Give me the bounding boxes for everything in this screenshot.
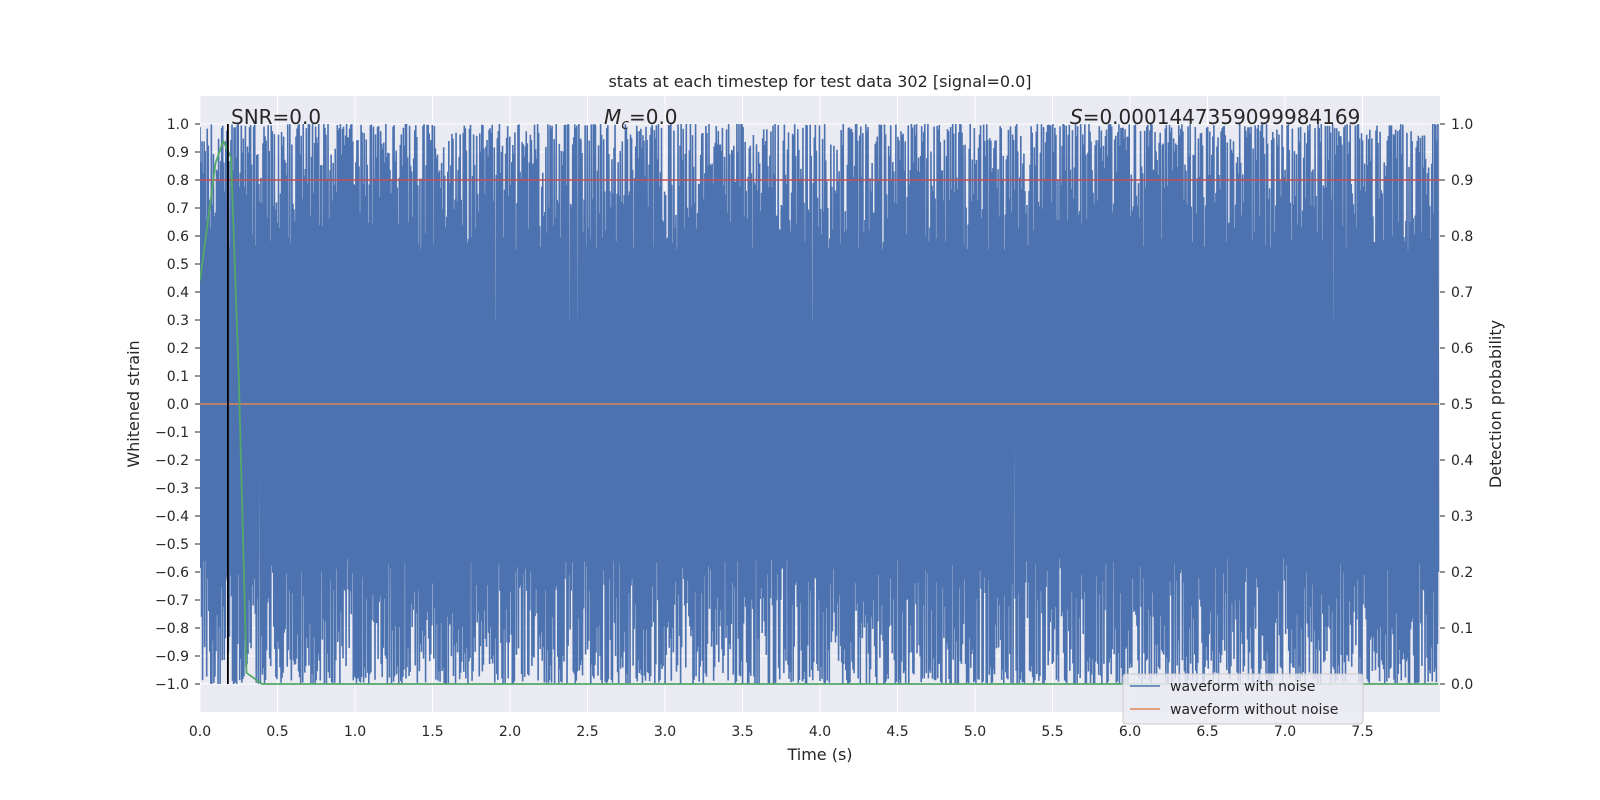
mc-subscript: c bbox=[621, 117, 629, 133]
series-waveform-with-noise bbox=[200, 123, 1440, 685]
y-tick-label: 0.3 bbox=[167, 313, 189, 329]
y-tick-label: −0.1 bbox=[155, 425, 189, 441]
y-tick-label: 0.8 bbox=[167, 173, 189, 189]
x-tick-label: 7.0 bbox=[1274, 724, 1296, 740]
y-tick-label: 0.0 bbox=[167, 397, 189, 413]
y2-axis-label: Detection probability bbox=[1486, 320, 1505, 488]
y2-ticks: 1.0 0.9 0.8 0.7 0.6 0.5 0.4 0.3 0.2 0.1 0.0 bbox=[1440, 117, 1473, 693]
chart-title: stats at each timestep for test data 302… bbox=[608, 72, 1031, 91]
y2-tick-label: 0.8 bbox=[1451, 229, 1473, 245]
x-tick-label: 1.0 bbox=[344, 724, 366, 740]
y2-tick-label: 0.9 bbox=[1451, 173, 1473, 189]
y2-tick-label: 0.6 bbox=[1451, 341, 1473, 357]
x-tick-label: 4.0 bbox=[809, 724, 831, 740]
y2-tick-label: 0.5 bbox=[1451, 397, 1473, 413]
x-tick-label: 3.5 bbox=[731, 724, 753, 740]
y-axis-label: Whitened strain bbox=[124, 340, 143, 467]
mc-symbol: M bbox=[604, 105, 621, 129]
legend-label-noise: waveform with noise bbox=[1170, 679, 1315, 695]
y2-tick-label: 0.4 bbox=[1451, 453, 1473, 469]
plot-series bbox=[200, 123, 1440, 685]
y2-tick-label: 0.3 bbox=[1451, 509, 1473, 525]
s-symbol: S bbox=[1070, 105, 1083, 129]
y2-tick-label: 0.0 bbox=[1451, 677, 1473, 693]
x-tick-label: 4.5 bbox=[886, 724, 908, 740]
y-ticks: 1.0 0.9 0.8 0.7 0.6 0.5 0.4 0.3 0.2 0.1 0.0 −0.1 −0.… bbox=[155, 117, 200, 693]
y-tick-label: 1.0 bbox=[167, 117, 189, 133]
legend: waveform with noise waveform without noi… bbox=[1122, 673, 1364, 725]
y-tick-label: −0.6 bbox=[155, 565, 189, 581]
x-tick-label: 5.5 bbox=[1041, 724, 1063, 740]
y-tick-label: 0.5 bbox=[167, 257, 189, 273]
y-tick-label: 0.9 bbox=[167, 145, 189, 161]
x-tick-label: 6.0 bbox=[1119, 724, 1141, 740]
y-tick-label: −0.7 bbox=[155, 593, 189, 609]
x-tick-label: 0.5 bbox=[266, 724, 288, 740]
x-ticks: 0.0 0.5 1.0 1.5 2.0 2.5 3.0 3.5 4.0 4.5 5.0 5.5 6.0 6… bbox=[189, 724, 1374, 740]
y-tick-label: 0.7 bbox=[167, 201, 189, 217]
y-tick-label: −0.4 bbox=[155, 509, 189, 525]
y-tick-label: −1.0 bbox=[155, 677, 189, 693]
x-tick-label: 2.0 bbox=[499, 724, 521, 740]
s-value: =0.0001447359099984169 bbox=[1083, 105, 1361, 129]
y-tick-label: −0.3 bbox=[155, 481, 189, 497]
y-tick-label: −0.9 bbox=[155, 649, 189, 665]
x-tick-label: 5.0 bbox=[964, 724, 986, 740]
y-tick-label: 0.6 bbox=[167, 229, 189, 245]
x-tick-label: 7.5 bbox=[1351, 724, 1373, 740]
y2-tick-label: 0.7 bbox=[1451, 285, 1473, 301]
x-tick-label: 0.0 bbox=[189, 724, 211, 740]
mc-annotation: Mc=0.0 bbox=[604, 105, 678, 133]
x-axis-label: Time (s) bbox=[786, 745, 852, 764]
y-tick-label: −0.8 bbox=[155, 621, 189, 637]
s-annotation: S=0.0001447359099984169 bbox=[1070, 105, 1360, 129]
y-tick-label: −0.5 bbox=[155, 537, 189, 553]
legend-box bbox=[1122, 673, 1364, 725]
y-tick-label: 0.4 bbox=[167, 285, 189, 301]
y-tick-label: 0.1 bbox=[167, 369, 189, 385]
x-tick-label: 2.5 bbox=[576, 724, 598, 740]
x-tick-label: 1.5 bbox=[421, 724, 443, 740]
series-detection-probability bbox=[200, 138, 1439, 685]
y2-tick-label: 1.0 bbox=[1451, 117, 1473, 133]
mc-value: =0.0 bbox=[629, 105, 678, 129]
y2-tick-label: 0.2 bbox=[1451, 565, 1473, 581]
y-tick-label: 0.2 bbox=[167, 341, 189, 357]
snr-annotation: SNR=0.0 bbox=[231, 105, 321, 129]
y-tick-label: −0.2 bbox=[155, 453, 189, 469]
y2-tick-label: 0.1 bbox=[1451, 621, 1473, 637]
legend-label-clean: waveform without noise bbox=[1170, 702, 1338, 718]
x-tick-label: 6.5 bbox=[1196, 724, 1218, 740]
x-tick-label: 3.0 bbox=[654, 724, 676, 740]
